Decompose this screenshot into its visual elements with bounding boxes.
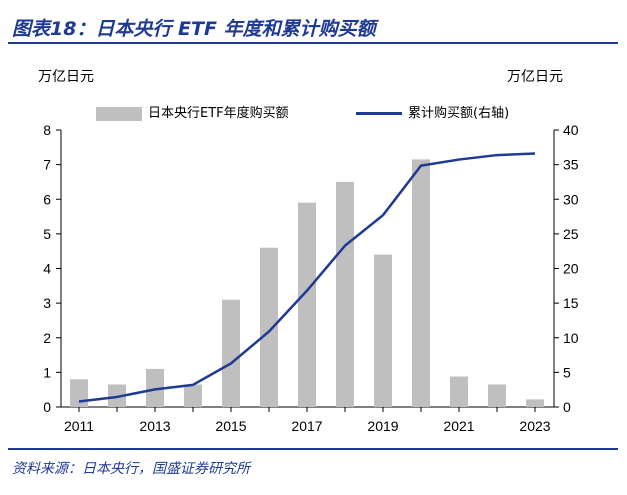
source-note: 资料来源：日本央行，国盛证券研究所 — [12, 461, 250, 477]
y-left-tick-label: 7 — [43, 157, 51, 173]
bar-annual-purchase — [412, 159, 430, 407]
y-right-tick-label: 30 — [563, 191, 579, 207]
figure-title-bar: 图表18：日本央行 ETF 年度和累计购买额 — [8, 10, 618, 44]
y-right-tick-label: 35 — [563, 157, 579, 173]
bar-annual-purchase — [526, 399, 544, 407]
source-bar: 资料来源：日本央行，国盛证券研究所 — [8, 448, 618, 484]
y-right-tick-label: 20 — [563, 261, 579, 277]
figure-title: 图表18：日本央行 ETF 年度和累计购买额 — [12, 18, 376, 40]
y-left-tick-label: 2 — [43, 330, 51, 346]
y-right-tick-label: 10 — [563, 330, 579, 346]
y-right-tick-label: 25 — [563, 226, 579, 242]
left-axis-unit: 万亿日元 — [38, 69, 94, 85]
y-left-tick-label: 0 — [43, 399, 51, 415]
y-left-tick-label: 3 — [43, 295, 51, 311]
bar-annual-purchase — [298, 202, 316, 407]
y-left-tick-label: 6 — [43, 191, 51, 207]
x-tick-label: 2017 — [291, 418, 322, 434]
x-tick-label: 2021 — [443, 418, 474, 434]
x-tick-label: 2013 — [139, 418, 170, 434]
bar-annual-purchase — [70, 379, 88, 407]
bar-annual-purchase — [450, 376, 468, 407]
legend-label-annual: 日本央行ETF年度购买额 — [148, 106, 289, 121]
bar-annual-purchase — [184, 384, 202, 407]
y-right-tick-label: 5 — [563, 364, 571, 380]
bar-annual-purchase — [336, 181, 354, 407]
bar-annual-purchase — [222, 299, 240, 407]
line-cumulative-purchase — [78, 152, 536, 403]
bar-annual-purchase — [146, 368, 164, 407]
x-tick-label: 2011 — [64, 418, 94, 434]
x-tick-label: 2023 — [519, 418, 550, 434]
y-left-tick-label: 4 — [43, 261, 51, 277]
legend-label-cumulative: 累计购买额(右轴) — [408, 106, 510, 121]
legend-item-annual: 日本央行ETF年度购买额 — [96, 102, 289, 121]
y-right-tick-label: 0 — [563, 399, 571, 415]
right-axis-unit: 万亿日元 — [507, 69, 563, 85]
bar-annual-purchase — [374, 254, 392, 407]
legend-swatch-line — [356, 112, 402, 115]
y-right-tick-label: 40 — [563, 122, 579, 138]
legend-swatch-bar — [96, 106, 142, 121]
x-tick-label: 2015 — [215, 418, 246, 434]
y-right-tick-label: 15 — [563, 295, 579, 311]
y-left-tick-label: 8 — [43, 122, 51, 138]
y-left-tick-label: 5 — [43, 226, 51, 242]
legend-item-cumulative: 累计购买额(右轴) — [356, 102, 509, 121]
x-tick-label: 2019 — [367, 418, 398, 434]
bar-annual-purchase — [488, 384, 506, 407]
bar-annual-purchase — [260, 247, 278, 407]
y-left-tick-label: 1 — [43, 364, 51, 380]
